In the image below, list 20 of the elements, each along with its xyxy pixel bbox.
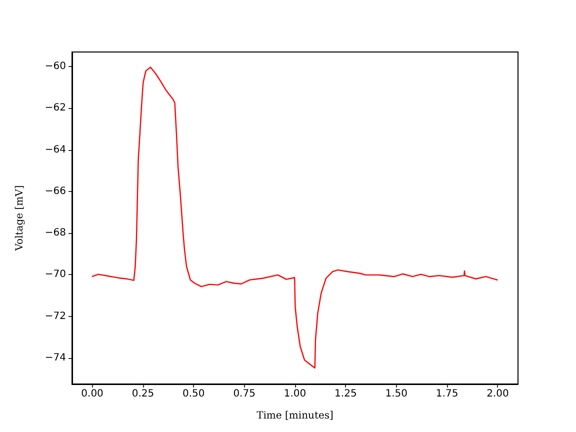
y-tick-label: −68 [44, 228, 66, 239]
x-tick-label: 0.25 [132, 388, 154, 400]
y-tick-label: −66 [44, 186, 66, 197]
y-tick-label: −74 [44, 352, 66, 364]
x-tick-label: 0.75 [233, 388, 256, 400]
y-tick-label: −62 [44, 102, 66, 114]
x-tick-label: 0.50 [182, 388, 205, 400]
line-series [92, 66, 498, 369]
y-tick-label: −60 [44, 61, 66, 72]
y-tick-label: −70 [44, 269, 66, 280]
x-axis-title: Time [minutes] [256, 410, 334, 422]
x-tick-label: 1.75 [436, 388, 458, 400]
x-tick-label: 1.50 [385, 388, 408, 400]
y-tick-label: −64 [44, 144, 66, 156]
x-tick-label: 1.00 [284, 388, 306, 400]
x-tick-label: 2.00 [486, 388, 509, 400]
x-tick-label: 1.25 [334, 388, 357, 400]
y-tick-label: −72 [44, 310, 66, 322]
y-axis-title: Voltage [mV] [14, 185, 26, 252]
x-tick-label: 0.00 [81, 388, 104, 400]
